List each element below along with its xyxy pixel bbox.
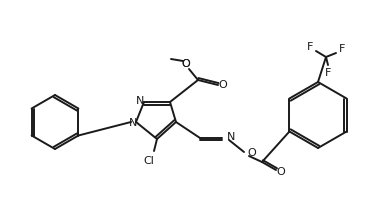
Text: N: N <box>227 132 235 142</box>
Text: N: N <box>136 96 144 106</box>
Text: O: O <box>218 80 227 90</box>
Text: F: F <box>307 42 313 52</box>
Text: O: O <box>277 167 285 177</box>
Text: F: F <box>325 68 331 78</box>
Text: Cl: Cl <box>144 156 155 166</box>
Text: F: F <box>339 44 345 54</box>
Text: O: O <box>247 148 256 158</box>
Text: O: O <box>182 59 190 69</box>
Text: O: O <box>182 59 190 69</box>
Text: N: N <box>129 118 137 128</box>
